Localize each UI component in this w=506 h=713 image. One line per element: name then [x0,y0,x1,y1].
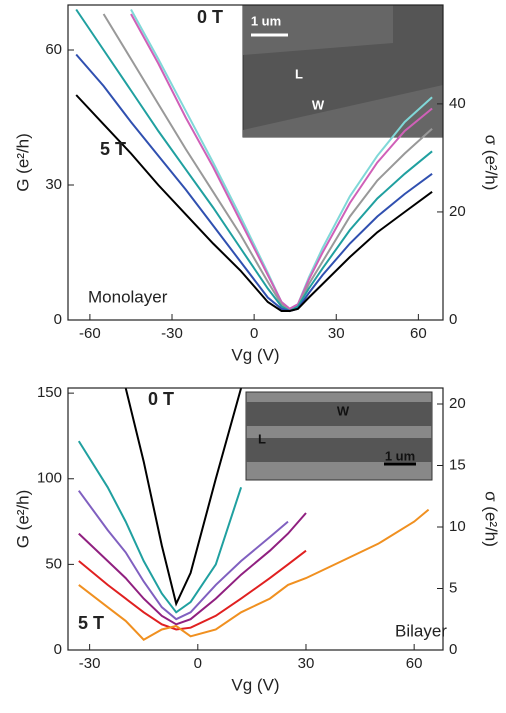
y2-axis-label: σ (e²/h) [482,135,501,191]
y-tick-label: 150 [37,384,62,401]
y-tick-label: 0 [54,641,62,658]
series-line [124,388,243,607]
y-tick-label: 30 [45,176,62,193]
series-line [77,440,243,614]
x-tick-label: 0 [194,655,202,672]
inset-label: L [258,431,266,446]
y-tick-label: 60 [45,41,62,58]
series-line [130,13,433,311]
y2-tick-label: 20 [449,395,466,412]
x-axis-label: Vg (V) [231,345,279,364]
series-line [75,8,433,313]
x-axis-label: Vg (V) [231,675,279,694]
y2-tick-label: 40 [449,95,466,112]
y-tick-label: 0 [54,311,62,328]
y-tick-label: 50 [45,555,62,572]
annotation: 5 T [100,139,126,159]
annotation: Bilayer [395,621,447,640]
x-tick-label: -30 [79,655,101,672]
y-tick-label: 100 [37,470,62,487]
y2-axis-label: σ (e²/h) [482,491,501,547]
plot-frame [67,4,444,321]
x-tick-label: -60 [79,325,101,342]
x-tick-label: 0 [250,325,258,342]
x-tick-label: 30 [328,325,345,342]
annotation: 0 T [148,389,174,409]
inset-electrode [243,5,393,55]
inset-label: W [312,97,325,112]
series-line [75,94,433,312]
y2-tick-label: 15 [449,456,466,473]
plot-frame [67,387,444,651]
inset-label: L [295,66,303,81]
y2-tick-label: 5 [449,579,457,596]
y2-tick-label: 0 [449,311,457,328]
y-axis-label: G (e²/h) [13,133,32,192]
series-line [78,549,307,631]
y-axis-label: G (e²/h) [13,490,32,549]
series-line [78,512,307,626]
inset-stripe [246,438,432,462]
inset-label: W [337,403,350,418]
annotation: 0 T [197,7,223,27]
y2-tick-label: 10 [449,518,466,535]
series-line [75,53,433,313]
annotation: Monolayer [88,287,168,306]
y2-tick-label: 20 [449,203,466,220]
x-tick-label: 60 [410,325,427,342]
inset-label: 1 um [251,13,281,28]
y2-tick-label: 0 [449,641,457,658]
annotation: 5 T [78,613,104,633]
inset: W L 1 um [245,391,433,481]
series-line [78,508,430,641]
x-tick-label: 60 [406,655,423,672]
series-line [77,490,289,621]
inset-stripe [246,402,432,426]
inset-electrode [243,85,443,137]
inset-label: 1 um [385,448,415,463]
x-tick-label: 30 [298,655,315,672]
x-tick-label: -30 [161,325,183,342]
inset: 1 um L W [242,4,444,138]
